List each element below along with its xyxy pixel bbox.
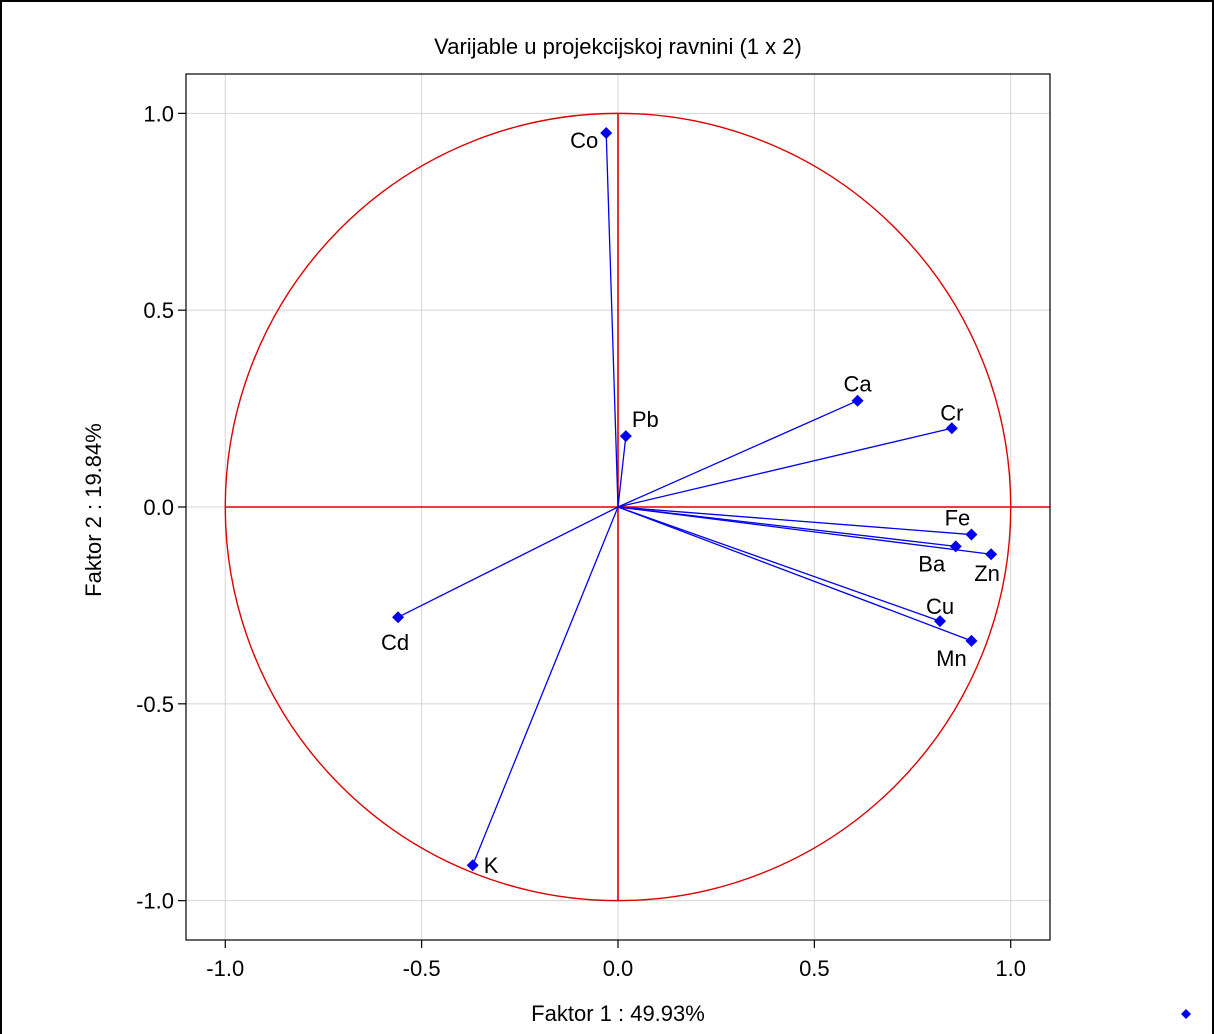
- point-cu: [934, 615, 947, 628]
- vector-ca: [617, 400, 858, 508]
- point-layer: Co Pb Ca Cr Fe Ba Zn Cu Mn Cd K: [381, 127, 1000, 878]
- vector-mn: [617, 506, 972, 642]
- legend-layer: [1181, 1009, 1191, 1019]
- point-label-fe: Fe: [945, 506, 971, 531]
- vector-cr: [617, 427, 952, 508]
- unit-circle-layer: [224, 112, 1050, 902]
- y-tick-label-3: -0.5: [136, 692, 174, 717]
- vector-cd: [397, 506, 619, 618]
- vector-co: [605, 133, 619, 508]
- point-label-ca: Ca: [844, 372, 873, 397]
- x-axis-label: Faktor 1 : 49.93%: [531, 1001, 705, 1026]
- y-axis-label: Faktor 2 : 19.84%: [81, 423, 106, 597]
- legend-marker: [1181, 1009, 1191, 1019]
- y-tick-label-4: -1.0: [136, 889, 174, 914]
- point-k: [466, 859, 479, 872]
- vector-pb: [617, 436, 627, 508]
- y-tick-label-1: 0.5: [143, 298, 174, 323]
- vector-zn: [617, 506, 992, 555]
- point-cd: [392, 611, 405, 624]
- point-co: [600, 127, 613, 140]
- x-tick-label-3: 0.5: [799, 956, 830, 981]
- x-tick-label-1: -0.5: [403, 956, 441, 981]
- point-label-zn: Zn: [974, 561, 1000, 586]
- x-tick-label-0: -1.0: [206, 956, 244, 981]
- vector-layer: [397, 133, 992, 866]
- point-label-mn: Mn: [936, 646, 967, 671]
- vector-cu: [617, 506, 941, 622]
- point-cr: [945, 422, 958, 435]
- y-tick-label-0: 1.0: [143, 101, 174, 126]
- point-pb: [619, 430, 632, 443]
- point-fe: [965, 528, 978, 541]
- point-label-co: Co: [570, 128, 598, 153]
- vector-k: [472, 506, 619, 866]
- x-tick-label-4: 1.0: [995, 956, 1026, 981]
- point-label-cd: Cd: [381, 630, 409, 655]
- point-label-cu: Cu: [926, 594, 954, 619]
- point-label-pb: Pb: [632, 407, 659, 432]
- chart-title: Varijable u projekcijskoj ravnini (1 x 2…: [434, 34, 802, 59]
- x-tick-label-2: 0.0: [603, 956, 634, 981]
- point-label-ba: Ba: [918, 551, 946, 576]
- vector-fe: [617, 506, 972, 536]
- point-label-cr: Cr: [940, 400, 963, 425]
- tick-layer: -1.0 -0.5 0.0 0.5 1.0 1.0 0.5 0.0 -0.5 -1.0: [136, 101, 1026, 981]
- point-ba: [949, 540, 962, 553]
- point-label-k: K: [484, 853, 499, 878]
- y-tick-label-2: 0.0: [143, 495, 174, 520]
- point-ca: [851, 394, 864, 407]
- point-zn: [985, 548, 998, 561]
- point-mn: [965, 634, 978, 647]
